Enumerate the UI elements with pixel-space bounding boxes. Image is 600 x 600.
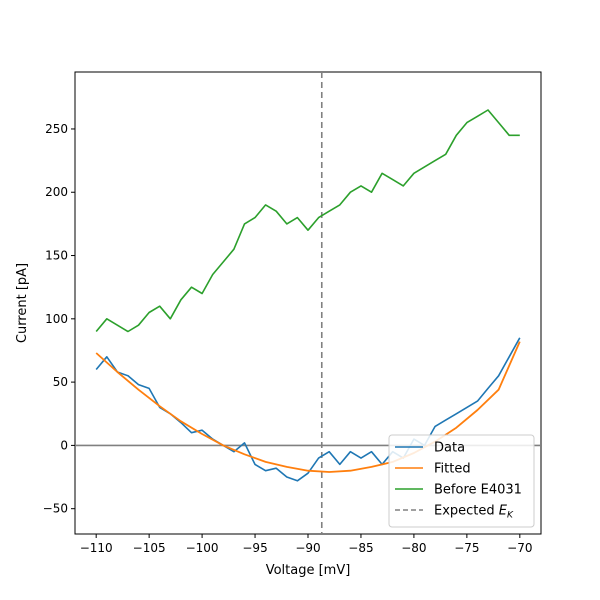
y-tick-label: 250 bbox=[45, 122, 68, 136]
x-tick-label: −90 bbox=[295, 541, 320, 555]
x-tick-label: −80 bbox=[401, 541, 426, 555]
legend-label-fitted: Fitted bbox=[434, 462, 471, 477]
x-tick-label: −70 bbox=[507, 541, 532, 555]
x-tick-label: −105 bbox=[133, 541, 166, 555]
series-line-fitted bbox=[95, 341, 521, 473]
y-tick-label: 150 bbox=[45, 249, 68, 263]
x-axis-ticks: −110 −105 −100 −95 −90 −85 −80 −75 −70 bbox=[80, 534, 532, 555]
legend-box bbox=[388, 434, 535, 528]
y-tick-label: 50 bbox=[53, 375, 68, 389]
legend-label-expected-e-k: Expected EK bbox=[434, 504, 514, 521]
y-tick-label: 200 bbox=[45, 185, 68, 199]
x-tick-label: −95 bbox=[242, 541, 267, 555]
x-tick-label: −85 bbox=[348, 541, 373, 555]
x-tick-label: −100 bbox=[186, 541, 219, 555]
legend-label-before-e4031: Before E4031 bbox=[434, 483, 522, 498]
y-axis-ticks: −50 0 50 100 150 200 250 bbox=[43, 122, 75, 516]
y-tick-label: 0 bbox=[60, 438, 68, 452]
legend: Data Fitted Before E4031 Expected EK bbox=[388, 434, 535, 528]
x-tick-label: −110 bbox=[80, 541, 113, 555]
y-axis-label: Current [pA] bbox=[15, 263, 30, 343]
series-line-before-e4031 bbox=[95, 109, 520, 333]
y-tick-label: 100 bbox=[45, 312, 68, 326]
x-tick-label: −75 bbox=[454, 541, 479, 555]
x-axis-label: Voltage [mV] bbox=[266, 563, 351, 578]
y-tick-label: −50 bbox=[43, 502, 68, 516]
series-layer bbox=[95, 109, 521, 482]
legend-label-data: Data bbox=[434, 441, 465, 456]
